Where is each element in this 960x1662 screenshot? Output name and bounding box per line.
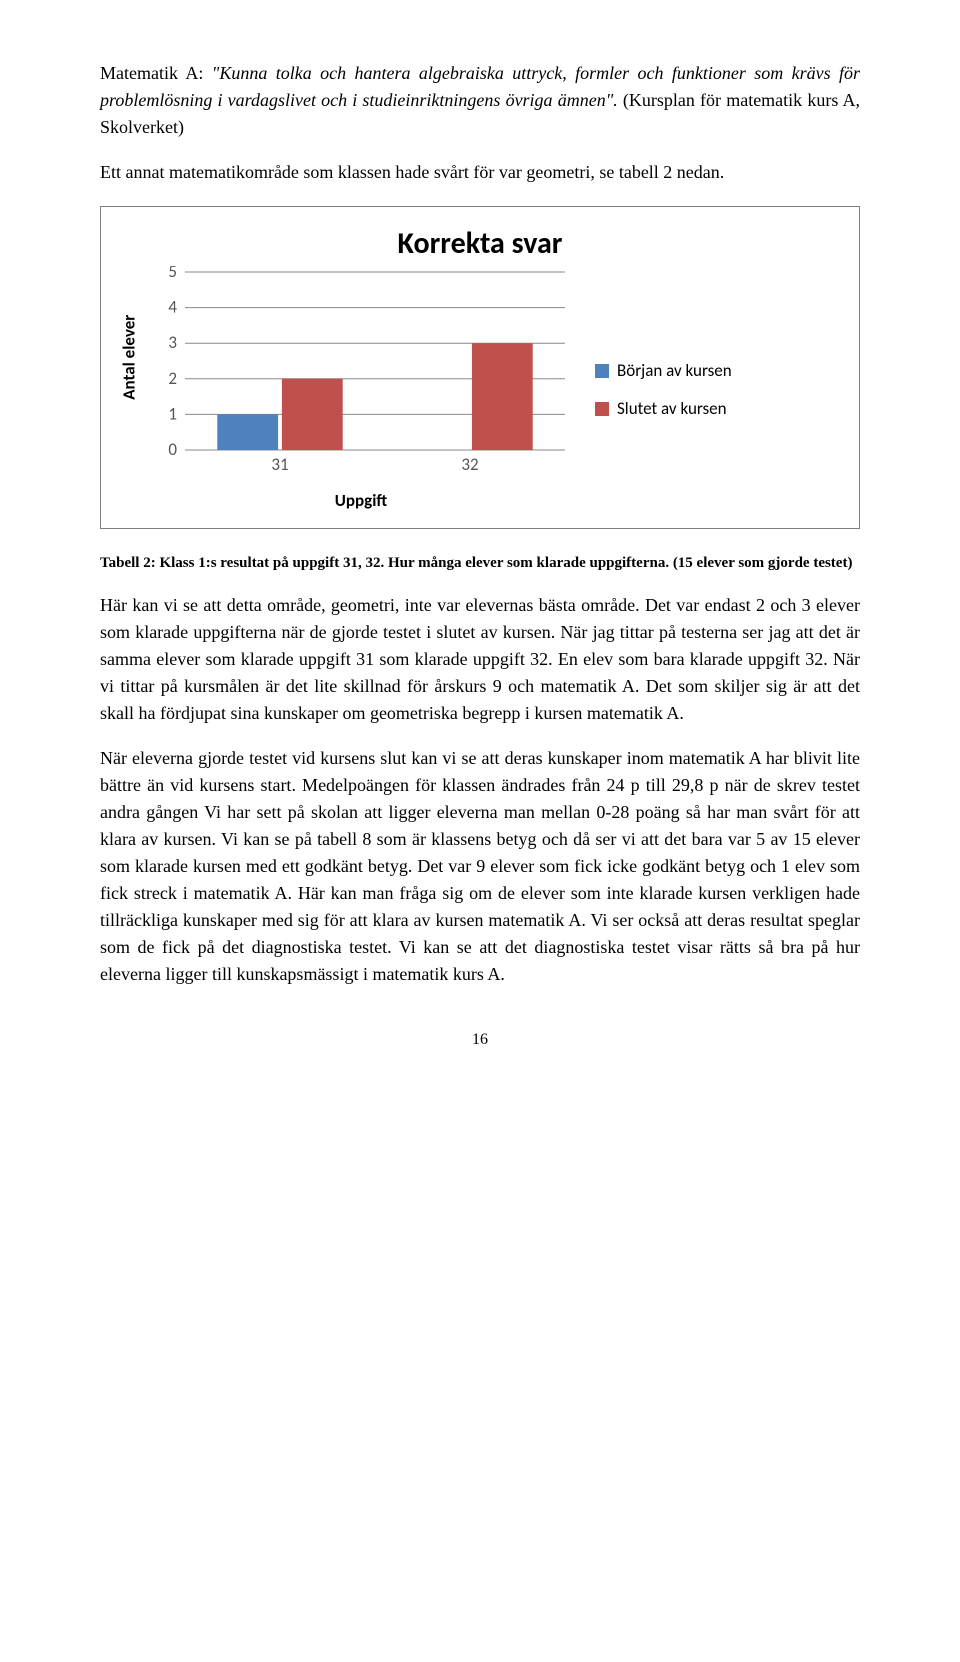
svg-text:4: 4 xyxy=(168,297,177,318)
chart-container: Korrekta svar Antal elever 0 1 2 3 4 5 31 32 Up… xyxy=(100,206,860,529)
legend-swatch xyxy=(595,364,609,378)
chart-body: Antal elever 0 1 2 3 4 5 31 32 Uppgift Början a… xyxy=(119,266,841,514)
paragraph-3: Här kan vi se att detta område, geometri… xyxy=(100,592,860,727)
intro-prefix: Matematik A: xyxy=(100,63,212,83)
chart-plot: 0 1 2 3 4 5 31 32 Uppgift xyxy=(151,266,571,514)
chart-legend: Början av kursen Slutet av kursen xyxy=(595,358,732,421)
intro-paragraph: Matematik A: "Kunna tolka och hantera al… xyxy=(100,60,860,141)
chart-xlabel: Uppgift xyxy=(151,488,571,514)
chart-svg: 0 1 2 3 4 5 31 32 xyxy=(151,266,571,476)
svg-text:31: 31 xyxy=(271,454,288,475)
svg-text:32: 32 xyxy=(461,454,478,475)
svg-text:3: 3 xyxy=(168,332,177,353)
chart-ylabel: Antal elever xyxy=(116,380,142,400)
paragraph-4: När eleverna gjorde testet vid kursens s… xyxy=(100,745,860,988)
chart-title: Korrekta svar xyxy=(119,221,841,266)
chart-caption: Tabell 2: Klass 1:s resultat på uppgift … xyxy=(100,553,860,574)
legend-item: Slutet av kursen xyxy=(595,396,732,422)
svg-text:1: 1 xyxy=(168,403,177,424)
svg-text:0: 0 xyxy=(168,439,177,460)
svg-text:5: 5 xyxy=(168,266,177,282)
svg-text:2: 2 xyxy=(168,368,177,389)
page-number: 16 xyxy=(100,1028,860,1052)
legend-label: Slutet av kursen xyxy=(617,396,727,422)
legend-swatch xyxy=(595,402,609,416)
paragraph-2: Ett annat matematikområde som klassen ha… xyxy=(100,159,860,186)
legend-label: Början av kursen xyxy=(617,358,732,384)
legend-item: Början av kursen xyxy=(595,358,732,384)
